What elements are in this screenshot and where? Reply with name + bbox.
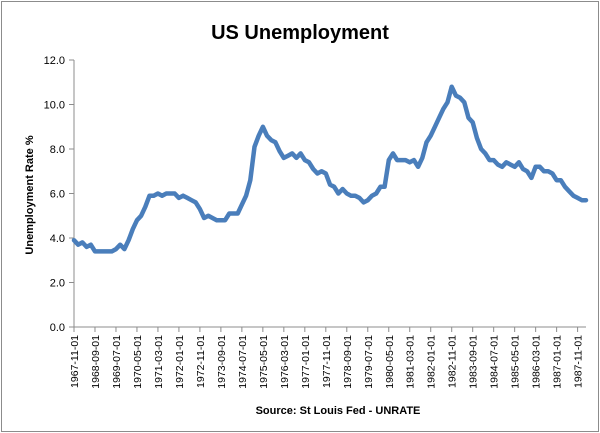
x-tick-label: 1981-03-01 [405,335,417,389]
x-axis-label: Source: St Louis Fed - UNRATE [256,405,421,417]
y-tick-label: 12.0 [44,55,65,67]
x-tick-label: 1979-07-01 [363,335,375,389]
x-tick-label: 1987-01-01 [552,335,564,389]
x-tick-label: 1967-11-01 [69,335,81,388]
x-tick-label: 1971-03-01 [153,335,165,389]
x-tick-label: 1974-07-01 [237,335,249,389]
chart-title: US Unemployment [211,22,389,44]
y-tick-label: 10.0 [44,100,65,112]
x-tick-label: 1978-09-01 [342,335,354,389]
y-tick-label: 2.0 [50,278,65,290]
y-axis-label: Unemployment Rate % [24,135,36,254]
x-tick-label: 1977-01-01 [300,335,312,389]
x-tick-label: 1977-11-01 [321,335,333,388]
x-tick-label: 1973-09-01 [216,335,228,389]
x-tick-label: 1976-03-01 [279,335,291,389]
x-tick-label: 1986-03-01 [531,335,543,389]
x-tick-label: 1968-09-01 [90,335,102,389]
x-tick-label: 1970-05-01 [132,335,144,389]
series-line [71,84,589,254]
y-tick-label: 6.0 [50,189,65,201]
x-tick-label: 1987-11-01 [573,335,585,388]
x-tick-label: 1980-05-01 [384,335,396,389]
x-tick-label: 1982-01-01 [426,335,438,389]
x-tick-label: 1982-11-01 [447,335,459,388]
y-tick-label: 0.0 [50,322,65,334]
x-tick-label: 1983-09-01 [468,335,480,389]
y-tick-label: 8.0 [50,144,65,156]
x-tick-label: 1984-07-01 [489,335,501,389]
x-tick-label: 1985-05-01 [510,335,522,389]
x-tick-label: 1972-01-01 [174,335,186,389]
x-tick-label: 1972-11-01 [195,335,207,388]
y-tick-label: 4.0 [50,233,65,245]
x-tick-label: 1975-05-01 [258,335,270,389]
x-tick-label: 1969-07-01 [111,335,123,389]
